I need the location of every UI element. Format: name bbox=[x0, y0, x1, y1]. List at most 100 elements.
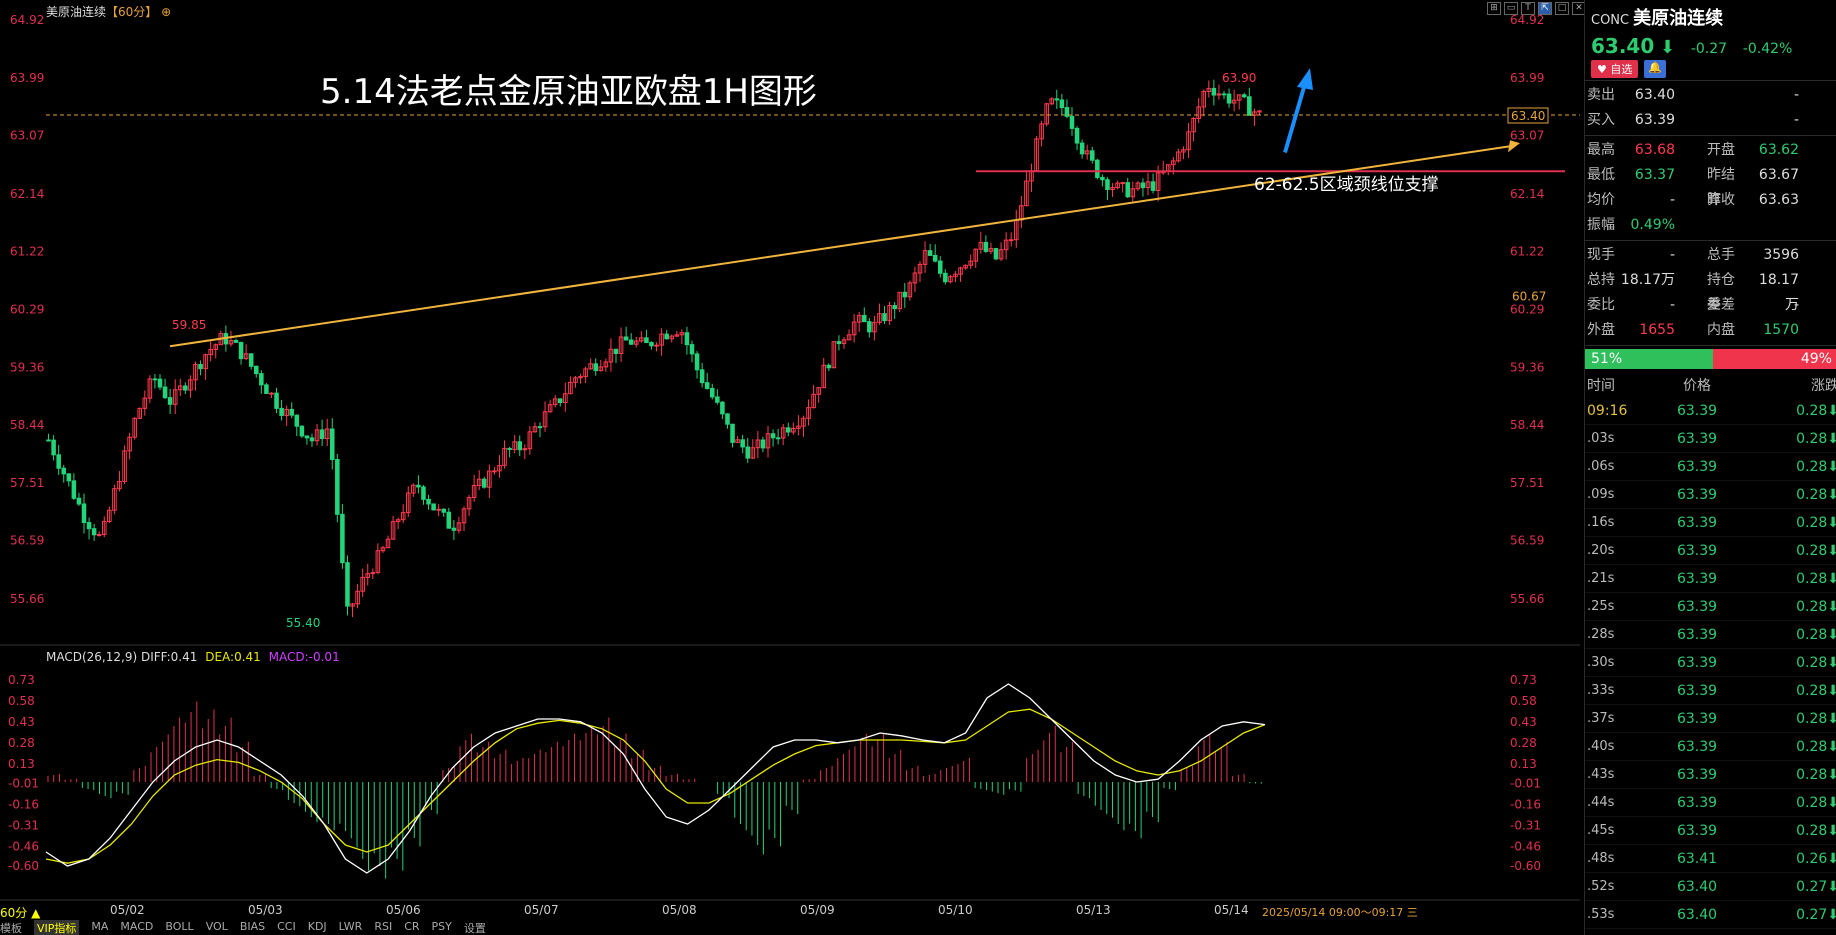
candle-body bbox=[598, 366, 604, 372]
quote-row: 均价 - 昨收 63.63 bbox=[1585, 188, 1836, 213]
add-watchlist-button[interactable]: ♥ 自选 bbox=[1591, 60, 1639, 78]
indicator-tab[interactable]: CR bbox=[404, 920, 420, 933]
candle-body bbox=[978, 241, 984, 250]
indicator-tab[interactable]: KDJ bbox=[307, 920, 327, 933]
candle-body bbox=[1105, 179, 1110, 190]
tick-change: 0.28⬇ bbox=[1796, 543, 1836, 559]
quote-value-2: 63.63 bbox=[1758, 192, 1799, 208]
indicator-tab[interactable]: PSY bbox=[431, 920, 452, 933]
candle-body bbox=[877, 313, 882, 323]
text-icon[interactable]: T bbox=[1521, 2, 1535, 15]
tick-row: .28s 63.39 0.28⬇ bbox=[1585, 621, 1836, 649]
tick-change: 0.28⬇ bbox=[1796, 515, 1836, 531]
quote-value: 1655 bbox=[1639, 322, 1675, 338]
candle-body bbox=[411, 484, 416, 494]
candle-body bbox=[1095, 159, 1100, 178]
quote-value: - bbox=[1669, 247, 1675, 263]
candle-body bbox=[1211, 87, 1217, 96]
candle-body bbox=[1247, 96, 1252, 116]
tick-price: 63.39 bbox=[1676, 683, 1718, 699]
low-price-label: 55.40 bbox=[286, 616, 320, 630]
current-price-tag bbox=[1507, 107, 1549, 124]
expand-icon[interactable]: ⇱ bbox=[1538, 2, 1552, 15]
indicator-tab[interactable]: BIAS bbox=[239, 920, 266, 933]
candle-body bbox=[345, 562, 350, 607]
candle-body bbox=[568, 381, 573, 395]
candle-body bbox=[689, 344, 695, 355]
quote-value: 63.40 bbox=[1634, 87, 1675, 103]
candle-body bbox=[46, 439, 51, 442]
candle-body bbox=[588, 363, 593, 370]
candle-body bbox=[775, 437, 781, 440]
diff-label: DIFF:0.41 bbox=[140, 650, 198, 664]
candle-body bbox=[198, 363, 203, 370]
x-tick: 05/06 bbox=[386, 903, 421, 917]
indicator-tab[interactable]: 模板 bbox=[0, 922, 22, 935]
tick-header-change: 涨跌 bbox=[1811, 378, 1836, 394]
quote-label-2: 昨结算 bbox=[1707, 167, 1735, 208]
candle-body bbox=[188, 379, 193, 391]
candle-body bbox=[512, 441, 517, 450]
candle-body bbox=[578, 376, 583, 379]
settings-icon[interactable]: ⊕ bbox=[161, 5, 172, 19]
annotation-support: 62-62.5区域颈线位支撑 bbox=[1254, 175, 1439, 195]
y-tick-left: 63.07 bbox=[10, 129, 44, 143]
macd-tick-left: -0.60 bbox=[8, 859, 39, 873]
copy-icon[interactable]: ⊞ bbox=[1487, 2, 1501, 15]
candle-body bbox=[492, 470, 497, 473]
candle-body bbox=[117, 480, 122, 490]
macd-tick-right: 0.13 bbox=[1510, 757, 1537, 771]
indicator-tab[interactable]: LWR bbox=[338, 920, 363, 933]
window-icon[interactable]: ▭ bbox=[1504, 2, 1518, 15]
y-tick-right: 58.44 bbox=[1510, 418, 1544, 432]
chart-toolbar: ⊞ ▭ T ⇱ □ ✕ bbox=[1487, 2, 1586, 15]
indicator-tab[interactable]: MA bbox=[91, 920, 109, 933]
tick-row: .03s 63.39 0.28⬇ bbox=[1585, 425, 1836, 453]
dea-line bbox=[45, 708, 1266, 864]
quote-value: 18.17万 bbox=[1620, 272, 1675, 288]
indicator-tab[interactable]: BOLL bbox=[165, 920, 194, 933]
indicator-tab[interactable]: CCI bbox=[277, 920, 296, 933]
candle-body bbox=[441, 508, 447, 513]
tick-list[interactable]: 09:16 63.39 0.28⬇ .03s 63.39 0.28⬇ .06s 63… bbox=[1585, 397, 1836, 935]
tick-change: 0.28⬇ bbox=[1796, 627, 1836, 643]
candle-body bbox=[922, 250, 928, 265]
indicator-tab[interactable]: RSI bbox=[374, 920, 393, 933]
indicator-tab[interactable]: VIP指标 bbox=[34, 920, 80, 935]
y-tick-left: 64.92 bbox=[10, 13, 44, 27]
candle-body bbox=[841, 339, 847, 345]
candle-body bbox=[1196, 106, 1201, 119]
candle-body bbox=[183, 385, 188, 391]
candle-body bbox=[998, 249, 1004, 260]
indicator-tab[interactable]: 设置 bbox=[463, 922, 486, 935]
candle-body bbox=[973, 248, 979, 262]
candle-body bbox=[456, 522, 462, 531]
quote-table: 卖出 63.40 - 买入 63.39 - 最高 63.68 开盘 63.62 最低 … bbox=[1585, 83, 1836, 346]
tick-time: .09s bbox=[1587, 487, 1615, 502]
indicator-tab[interactable]: VOL bbox=[205, 920, 228, 933]
macd-tick-right: -0.01 bbox=[1510, 776, 1541, 790]
quote-label-2: 委差 bbox=[1707, 297, 1735, 313]
candle-body bbox=[573, 377, 578, 383]
candle-body bbox=[1130, 188, 1136, 198]
quote-value-2: 63.62 bbox=[1758, 142, 1799, 158]
tick-time: .30s bbox=[1587, 655, 1615, 670]
candle-body bbox=[324, 428, 330, 440]
candle-body bbox=[228, 340, 234, 345]
quote-label: 委比 bbox=[1587, 297, 1615, 313]
y-tick-right: 55.66 bbox=[1510, 592, 1544, 606]
quote-row: 振幅 0.49% bbox=[1585, 213, 1836, 238]
y-tick-right: 64.92 bbox=[1510, 13, 1544, 27]
candle-body bbox=[502, 447, 507, 466]
maximize-icon[interactable]: □ bbox=[1555, 2, 1569, 15]
candle-body bbox=[380, 547, 386, 552]
indicator-tab[interactable]: MACD bbox=[120, 920, 154, 933]
candle-body bbox=[390, 521, 396, 540]
period-selector[interactable]: 60分 ▲ bbox=[0, 906, 41, 920]
candle-body bbox=[1171, 160, 1176, 166]
candle-body bbox=[461, 508, 467, 524]
candle-body bbox=[816, 387, 821, 395]
tick-time: .06s bbox=[1587, 459, 1615, 474]
tick-row: .09s 63.39 0.28⬇ bbox=[1585, 481, 1836, 509]
bell-icon[interactable]: 🔔 bbox=[1644, 60, 1667, 78]
